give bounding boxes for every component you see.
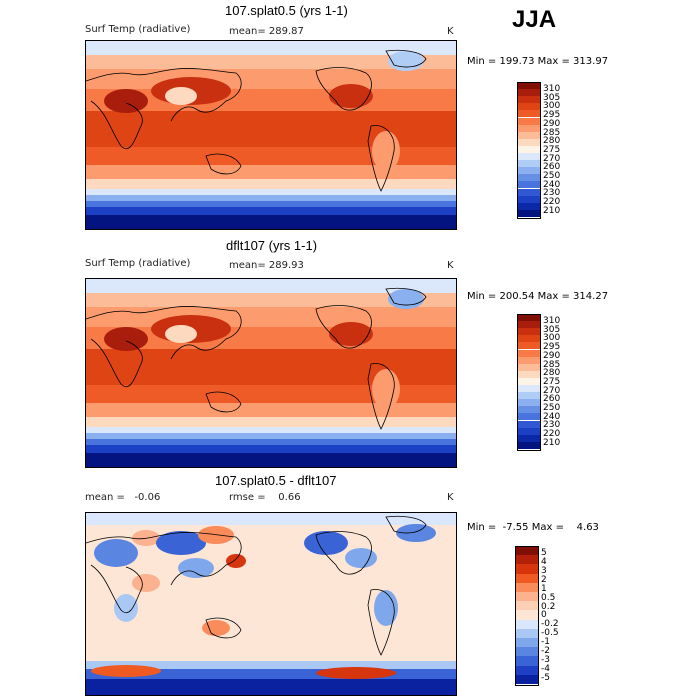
colorbar-label: 0.2	[541, 601, 556, 612]
panel-2-title: dflt107 (yrs 1-1)	[226, 238, 318, 253]
colorbar-label: -0.5	[541, 628, 559, 639]
colorbar-label: 305	[543, 324, 561, 335]
colorbar-label: 3	[541, 565, 547, 576]
colorbar-label: 295	[543, 342, 561, 353]
colorbar-label: 250	[543, 171, 561, 182]
colorbar-label: 285	[543, 359, 561, 370]
colorbar-label: 0	[541, 610, 547, 621]
colorbar-label: -2	[541, 646, 550, 657]
colorbar-label: 1	[541, 583, 547, 594]
panel-1: 107.splat0.5 (yrs 1-1) Surf Temp (radiat…	[0, 0, 700, 232]
colorbar-label: 290	[543, 118, 561, 129]
panel-2-unit: K	[447, 260, 454, 271]
colorbar-label: 295	[543, 110, 561, 121]
colorbar-label: 5	[541, 548, 547, 559]
colorbar-label: 270	[543, 385, 561, 396]
panel-2-variable: Surf Temp (radiative)	[85, 258, 191, 269]
panel-3: 107.splat0.5 - dflt107 mean = -0.06 rmse…	[0, 470, 700, 700]
colorbar-label: 310	[543, 316, 561, 327]
panel-3-map-svg	[86, 513, 456, 695]
panel-2-minmax: Min = 200.54 Max = 314.27	[467, 291, 609, 302]
colorbar-label: 240	[543, 179, 561, 190]
colorbar-label: 285	[543, 127, 561, 138]
colorbar-label: 4	[541, 557, 547, 568]
colorbar-label: -3	[541, 654, 550, 665]
panel-2: dflt107 (yrs 1-1) Surf Temp (radiative) …	[0, 236, 700, 468]
panel-1-unit: K	[447, 26, 454, 37]
panel-3-minmax: Min = -7.55 Max = 4.63	[467, 522, 599, 533]
colorbar-label: 2	[541, 574, 547, 585]
colorbar-label: 300	[543, 333, 561, 344]
panel-3-title: 107.splat0.5 - dflt107	[215, 473, 337, 488]
colorbar-label: 260	[543, 162, 561, 173]
colorbar-label: -5	[541, 672, 550, 683]
season-label: JJA	[512, 6, 557, 33]
panel-2-map	[85, 278, 457, 468]
colorbar-frame	[517, 82, 541, 219]
colorbar-label: -1	[541, 637, 550, 648]
colorbar-label: 300	[543, 101, 561, 112]
panel-3-rmse: rmse = 0.66	[229, 492, 301, 503]
colorbar-frame	[517, 314, 541, 451]
panel-2-mean: mean= 289.93	[229, 260, 304, 271]
panel-3-unit: K	[447, 492, 454, 503]
colorbar-frame	[515, 546, 539, 686]
colorbar-label: 230	[543, 420, 561, 431]
panel-2-map-svg	[86, 279, 456, 467]
colorbar-label: 280	[543, 136, 561, 147]
colorbar-label: 270	[543, 153, 561, 164]
panel-1-title: 107.splat0.5 (yrs 1-1)	[225, 3, 348, 18]
colorbar-label: 275	[543, 376, 561, 387]
panel-1-map	[85, 40, 457, 230]
colorbar-label: 310	[543, 84, 561, 95]
colorbar-label: -4	[541, 663, 550, 674]
colorbar-label: 240	[543, 411, 561, 422]
colorbar-label: 290	[543, 350, 561, 361]
panel-1-mean: mean= 289.87	[229, 26, 304, 37]
panel-3-mean: mean = -0.06	[85, 492, 161, 503]
colorbar-label: 210	[543, 205, 561, 216]
colorbar-label: 250	[543, 403, 561, 414]
colorbar-label: 280	[543, 368, 561, 379]
panel-1-minmax: Min = 199.73 Max = 313.97	[467, 56, 609, 67]
panel-1-variable: Surf Temp (radiative)	[85, 24, 191, 35]
colorbar-label: 210	[543, 437, 561, 448]
colorbar-label: 220	[543, 197, 561, 208]
colorbar-label: 230	[543, 188, 561, 199]
colorbar-label: -0.2	[541, 619, 559, 630]
colorbar-label: 260	[543, 394, 561, 405]
colorbar-label: 0.5	[541, 592, 556, 603]
panel-1-map-svg	[86, 41, 456, 229]
panel-3-map	[85, 512, 457, 696]
colorbar-label: 305	[543, 92, 561, 103]
colorbar-label: 275	[543, 144, 561, 155]
colorbar-label: 220	[543, 429, 561, 440]
